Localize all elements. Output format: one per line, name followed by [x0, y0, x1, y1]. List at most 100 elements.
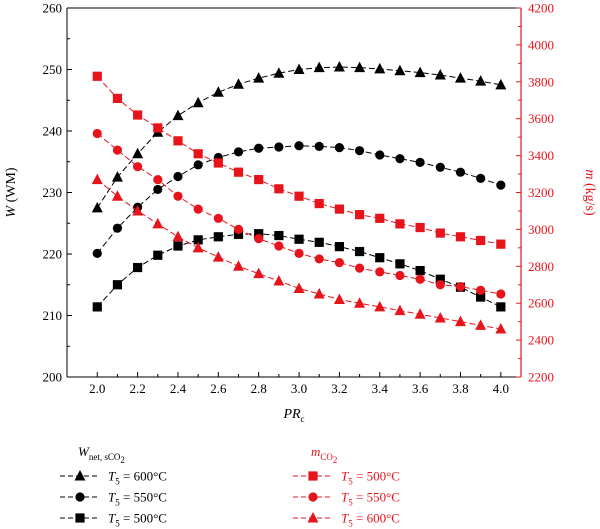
y-right-axis: 2200 2400 2600 2800 3000 3200 3400 3600 3800 4000…: [516, 1, 597, 385]
y-left-axis: 200 210 220 230 240 250 260 W (WM): [4, 1, 72, 385]
data-point: [354, 61, 366, 73]
y-right-tick-label: 2200: [528, 370, 554, 385]
data-point: [172, 230, 184, 242]
data-point: [354, 263, 365, 273]
x-tick-label: 3.4: [372, 381, 389, 396]
data-point: [434, 69, 446, 80]
legend-marker: [308, 492, 318, 502]
data-point: [476, 292, 486, 302]
data-point: [294, 141, 304, 151]
data-point: [153, 123, 163, 133]
data-point: [354, 297, 366, 308]
y-left-tick-label: 240: [43, 124, 63, 139]
data-point: [254, 234, 264, 244]
data-point: [496, 180, 506, 190]
data-point: [153, 250, 163, 260]
series-line: [96, 233, 502, 308]
series-5: [91, 173, 507, 334]
data-point: [475, 319, 487, 330]
data-point: [112, 93, 123, 104]
data-point: [233, 260, 245, 271]
x-tick-label: 2.6: [210, 381, 227, 396]
data-point: [475, 75, 487, 86]
data-point: [212, 86, 224, 97]
data-point: [314, 198, 324, 209]
data-point: [193, 235, 203, 245]
data-point: [495, 78, 507, 90]
data-point: [173, 191, 183, 201]
data-point: [476, 235, 486, 246]
data-point: [112, 145, 123, 155]
legend-marker: [307, 512, 319, 523]
data-point: [394, 64, 406, 76]
legend-marker: [74, 470, 86, 481]
x-tick-label: 3.2: [331, 381, 347, 396]
data-point: [273, 67, 285, 78]
data-point: [173, 136, 183, 146]
y-left-axis-title: W (WM): [4, 167, 19, 217]
y-right-tick-label: 3200: [528, 185, 554, 200]
data-point: [213, 158, 223, 168]
data-point: [233, 167, 244, 177]
data-point: [415, 157, 425, 167]
plot-frame: [66, 7, 522, 378]
data-point: [111, 171, 123, 182]
legend-entry-label: T5 = 500°C: [108, 511, 167, 529]
series-3: [92, 71, 506, 249]
data-point: [233, 78, 245, 89]
data-point: [375, 253, 385, 263]
data-point: [172, 109, 184, 121]
data-point: [132, 204, 144, 216]
data-point: [92, 128, 102, 139]
data-point: [193, 204, 203, 214]
x-tick-label: 4.0: [493, 381, 509, 396]
series-2: [92, 229, 506, 312]
data-point: [313, 287, 325, 299]
data-point: [496, 289, 506, 299]
data-point: [415, 266, 425, 276]
data-point: [395, 259, 405, 269]
data-point: [313, 61, 325, 73]
y-right-tick-label: 3800: [528, 74, 554, 89]
data-point: [233, 229, 244, 239]
data-point: [274, 142, 284, 152]
data-point: [253, 267, 265, 279]
data-point: [455, 232, 466, 242]
data-point: [153, 184, 163, 195]
data-point: [111, 190, 123, 201]
x-tick-label: 3.8: [452, 381, 468, 396]
x-axis: 2.0 2.2 2.4 2.6 2.8 3.0 3.2 3.4 3.6 3.8 4.0 PRc: [89, 372, 509, 424]
data-point: [294, 191, 304, 201]
data-point: [314, 237, 324, 247]
data-point: [274, 241, 284, 251]
data-point: [414, 66, 426, 78]
data-point: [213, 232, 223, 242]
data-point: [294, 248, 304, 258]
data-point: [374, 62, 386, 74]
legend-marker: [75, 513, 85, 523]
data-point: [395, 219, 405, 229]
data-point: [354, 146, 365, 156]
data-point: [395, 154, 405, 164]
data-point: [132, 147, 144, 159]
y-right-tick-label: 4200: [528, 1, 554, 16]
series-4: [92, 128, 506, 299]
data-point: [395, 270, 405, 281]
data-point: [133, 110, 143, 120]
legend-entry-label: T5 = 550°C: [108, 490, 167, 508]
data-point: [354, 246, 365, 257]
y-right-tick-label: 2800: [528, 259, 554, 274]
y-right-tick-label: 2600: [528, 296, 554, 311]
data-point: [496, 239, 506, 249]
y-right-tick-label: 3600: [528, 111, 554, 126]
y-left-tick-label: 230: [43, 185, 63, 200]
data-point: [333, 61, 345, 72]
data-point: [495, 323, 507, 334]
data-point: [375, 150, 385, 160]
y-left-tick-label: 250: [43, 62, 63, 77]
x-tick-label: 3.0: [291, 381, 307, 396]
y-left-tick-label: 260: [43, 1, 63, 16]
data-point: [334, 258, 344, 268]
data-point: [253, 72, 265, 83]
